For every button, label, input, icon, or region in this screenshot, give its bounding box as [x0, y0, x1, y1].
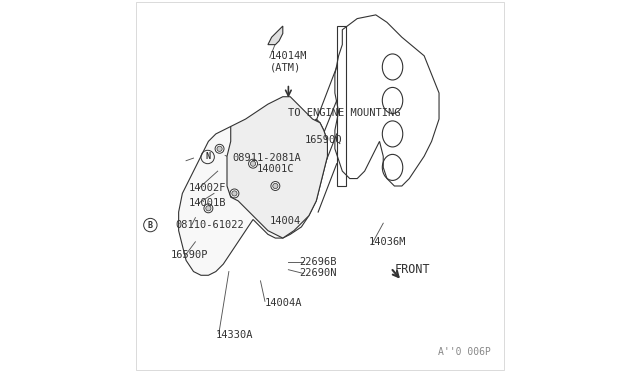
FancyBboxPatch shape	[337, 26, 346, 186]
Circle shape	[273, 183, 278, 189]
Circle shape	[215, 144, 224, 153]
Text: N: N	[205, 153, 210, 161]
Text: 14004A: 14004A	[265, 298, 303, 308]
Circle shape	[250, 161, 255, 166]
Text: A''0 006P: A''0 006P	[438, 347, 491, 357]
Circle shape	[204, 204, 213, 213]
PathPatch shape	[268, 26, 283, 45]
Text: 14330A: 14330A	[216, 330, 253, 340]
Text: FRONT: FRONT	[394, 263, 430, 276]
Text: 14036M: 14036M	[369, 237, 406, 247]
Circle shape	[206, 206, 211, 211]
Text: 14001B: 14001B	[189, 198, 227, 208]
Text: TO ENGINE MOUNTING: TO ENGINE MOUNTING	[289, 109, 401, 118]
Text: 14004: 14004	[270, 217, 301, 226]
Text: 16590Q: 16590Q	[305, 135, 342, 144]
Circle shape	[271, 182, 280, 190]
Text: 16590P: 16590P	[172, 250, 209, 260]
Text: 14001C: 14001C	[257, 164, 294, 174]
Text: 22690N: 22690N	[300, 269, 337, 278]
Text: 22696B: 22696B	[300, 257, 337, 267]
Text: B: B	[148, 221, 153, 230]
Circle shape	[217, 146, 222, 151]
Circle shape	[232, 191, 237, 196]
Circle shape	[230, 189, 239, 198]
PathPatch shape	[227, 97, 328, 238]
Circle shape	[248, 159, 257, 168]
PathPatch shape	[179, 119, 328, 275]
Text: 14014M
(ATM): 14014M (ATM)	[270, 51, 307, 72]
Text: 08911-2081A: 08911-2081A	[232, 153, 301, 163]
Text: 08110-61022: 08110-61022	[175, 220, 244, 230]
Text: 14002F: 14002F	[189, 183, 227, 193]
